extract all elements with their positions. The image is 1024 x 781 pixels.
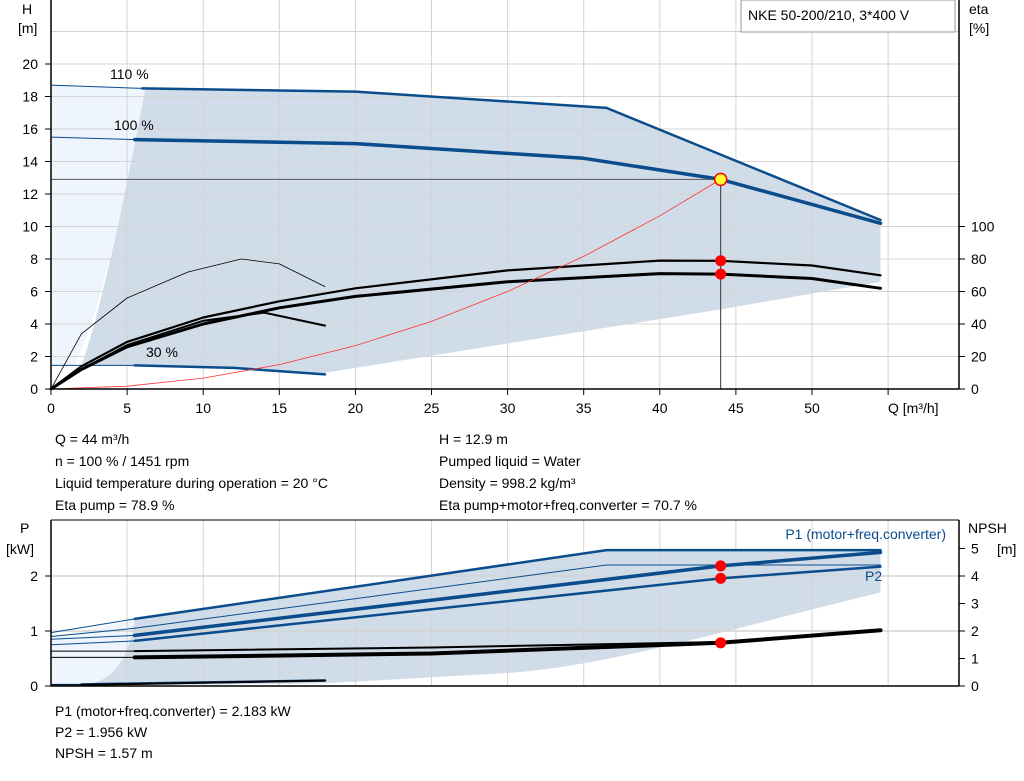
head-curve-2: [133, 364, 327, 376]
readout-p2: P2 = 1.956 kW: [55, 724, 148, 740]
y-tick-label: 4: [30, 316, 38, 332]
npsh-axis-label: NPSH: [968, 520, 1007, 536]
head-curve-extension: [50, 136, 136, 141]
operating-area-light: [51, 85, 146, 366]
curve-label-p2: P2: [865, 568, 882, 584]
y2-tick-label: 20: [971, 349, 987, 365]
x-tick-label: 20: [348, 400, 364, 416]
y-tick-label: 14: [22, 154, 38, 170]
eta-curve-eta_pump: [49, 259, 882, 391]
y-tick-label: 10: [22, 219, 38, 235]
power-curve-extension: [50, 634, 136, 640]
y2-tick-label: 0: [971, 381, 979, 397]
power-curve-extension: [50, 618, 136, 634]
npsh-tick-label: 4: [971, 568, 979, 584]
eta-curve-eta_pump_30: [50, 311, 326, 390]
readout-q: Q = 44 m³/h: [55, 431, 130, 447]
chart-title: NKE 50-200/210, 3*400 V: [748, 7, 910, 23]
y-tick-label: 12: [22, 186, 38, 202]
x-tick-label: 0: [47, 400, 55, 416]
x-tick-label: 5: [123, 400, 131, 416]
npsh-axis-unit: [m]: [997, 541, 1016, 557]
x-tick-label: 15: [272, 400, 288, 416]
p1-point: [715, 560, 727, 572]
eta-pump-point: [715, 255, 727, 267]
x-tick-label: 40: [652, 400, 668, 416]
power-curve-extension: [50, 640, 136, 646]
y2-tick-label: 40: [971, 316, 987, 332]
x-tick-label: 10: [195, 400, 211, 416]
readout-density: Density = 998.2 kg/m³: [439, 475, 576, 491]
y-tick-label: 2: [30, 349, 38, 365]
y-axis-unit: [m]: [18, 20, 37, 36]
y-tick-label: 20: [22, 56, 38, 72]
system-curve: [50, 178, 722, 390]
operating-point: [713, 172, 728, 187]
npsh-tick-label: 0: [971, 678, 979, 694]
npsh-tick-label: 2: [971, 623, 979, 639]
y-tick-label: 18: [22, 89, 38, 105]
y-axis-label: H: [22, 1, 32, 17]
x-tick-label: 45: [728, 400, 744, 416]
curve-label-100: 100 %: [114, 117, 154, 133]
head-curve-0: [141, 87, 882, 222]
x-axis-label: Q [m³/h]: [888, 400, 939, 416]
x-tick-label: 50: [804, 400, 820, 416]
y2-tick-label: 100: [971, 219, 995, 235]
p-axis-unit: [kW]: [6, 541, 34, 557]
npsh-point: [715, 637, 727, 649]
curve-label-30: 30 %: [146, 344, 178, 360]
x-tick-label: 30: [500, 400, 516, 416]
readout-head: H = 12.9 m: [439, 431, 508, 447]
power-curve-2: [134, 564, 881, 629]
head-curve-1: [132, 137, 883, 226]
y-tick-label: 8: [30, 251, 38, 267]
readout-speed: n = 100 % / 1451 rpm: [55, 453, 190, 469]
npsh-curve-1: [132, 628, 883, 660]
readout-npsh: NPSH = 1.57 m: [55, 745, 153, 761]
npsh-tick-label: 1: [971, 651, 979, 667]
head-curve-extension: [50, 84, 143, 89]
eta-curve-eta_thin: [50, 258, 326, 390]
title-box: [740, 0, 956, 33]
p2-point: [715, 572, 727, 584]
power-curve-extension: [50, 627, 136, 637]
y2-tick-label: 60: [971, 284, 987, 300]
y2-tick-label: 80: [971, 251, 987, 267]
readout-p1: P1 (motor+freq.converter) = 2.183 kW: [55, 703, 291, 719]
y2-axis-unit: [%]: [969, 20, 989, 36]
eta-total-point: [715, 268, 727, 280]
y-tick-label: 6: [30, 284, 38, 300]
x-tick-label: 35: [576, 400, 592, 416]
p-tick-label: 0: [30, 678, 38, 694]
power-curve-0: [133, 548, 882, 621]
npsh-tick-label: 3: [971, 596, 979, 612]
readout-temperature: Liquid temperature during operation = 20…: [55, 475, 328, 491]
y-tick-label: 16: [22, 121, 38, 137]
readout-liquid: Pumped liquid = Water: [439, 453, 581, 469]
npsh-tick-label: 5: [971, 541, 979, 557]
p-tick-label: 1: [30, 623, 38, 639]
y-tick-label: 0: [30, 381, 38, 397]
operating-area: [81, 88, 881, 375]
x-tick-label: 25: [424, 400, 440, 416]
y2-axis-label: eta: [969, 1, 989, 17]
curve-label-110: 110 %: [110, 66, 149, 82]
p-axis-label: P: [20, 520, 29, 536]
p-tick-label: 2: [30, 568, 38, 584]
npsh-curve-2: [80, 679, 326, 686]
readout-eta-total: Eta pump+motor+freq.converter = 70.7 %: [439, 497, 697, 513]
readout-eta-pump: Eta pump = 78.9 %: [55, 497, 175, 513]
curve-label-p1: P1 (motor+freq.converter): [785, 526, 946, 542]
